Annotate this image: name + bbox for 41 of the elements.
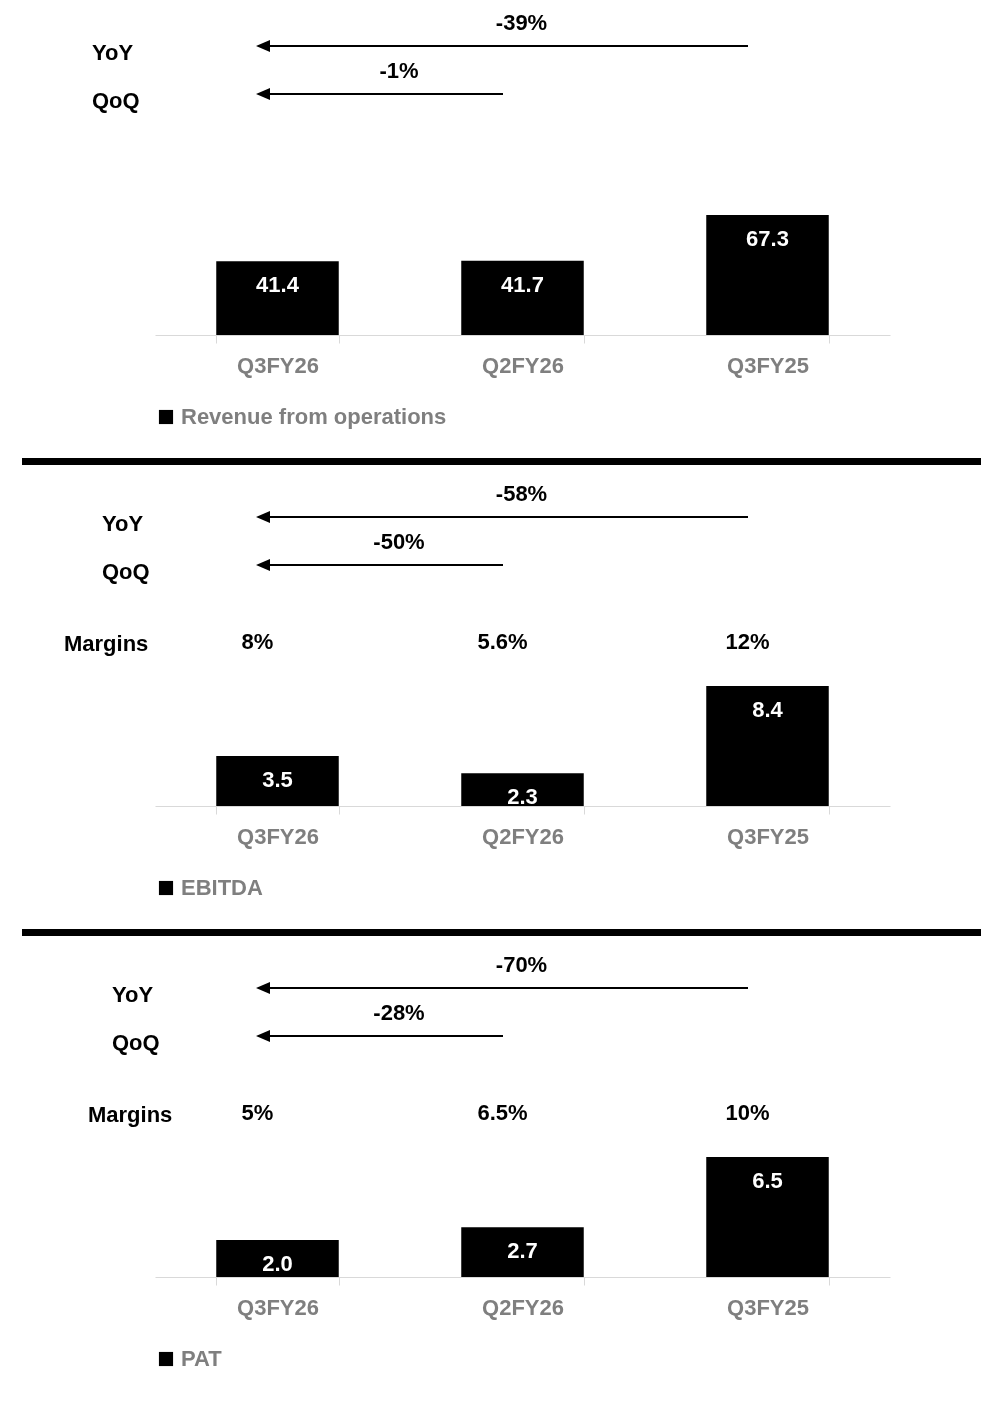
data-label: 67.3 [746,226,789,251]
data-label: 41.4 [256,272,300,298]
x-tick-label: Q2FY26 [482,823,564,849]
x-tick-label: Q3FY25 [727,823,809,849]
legend-label: PAT [181,1346,223,1371]
legend-label: EBITDA [181,875,263,900]
x-tick-label: Q3FY26 [237,823,319,849]
x-tick-label: Q3FY26 [237,352,319,378]
x-tick-label: Q3FY25 [727,1294,809,1320]
data-label: 2.0 [262,1251,293,1277]
text: YoY [102,511,144,537]
data-label: 2.3 [507,784,538,810]
data-label: 6.5 [752,1168,783,1193]
text: Margins [64,631,149,657]
text: YoY [112,982,154,1008]
x-tick-label: Q3FY25 [727,352,809,378]
x-tick-label: Q2FY26 [482,352,564,378]
text: QoQ [102,559,150,585]
text: -39% [495,10,548,36]
text: QoQ [112,1030,160,1056]
text: -28% [373,1000,425,1026]
text: 5% [241,1100,274,1126]
text: 8% [241,629,274,655]
legend-label: Revenue from operations [181,404,447,429]
text: 12% [725,629,770,655]
text: -50% [373,529,425,555]
text: -1% [379,58,419,84]
text: 10% [725,1100,770,1126]
text: -70% [495,952,548,978]
text: Margins [88,1102,173,1128]
text: 6.5% [477,1100,528,1126]
text: QoQ [92,88,140,114]
data-label: 2.7 [507,1238,538,1264]
text: YoY [92,40,134,66]
text: -58% [495,481,548,507]
x-tick-label: Q3FY26 [237,1294,319,1320]
data-label: 41.7 [501,271,544,297]
x-tick-label: Q2FY26 [482,1294,564,1320]
text: 5.6% [477,629,528,655]
data-label: 3.5 [262,767,293,792]
data-label: 8.4 [752,697,784,722]
